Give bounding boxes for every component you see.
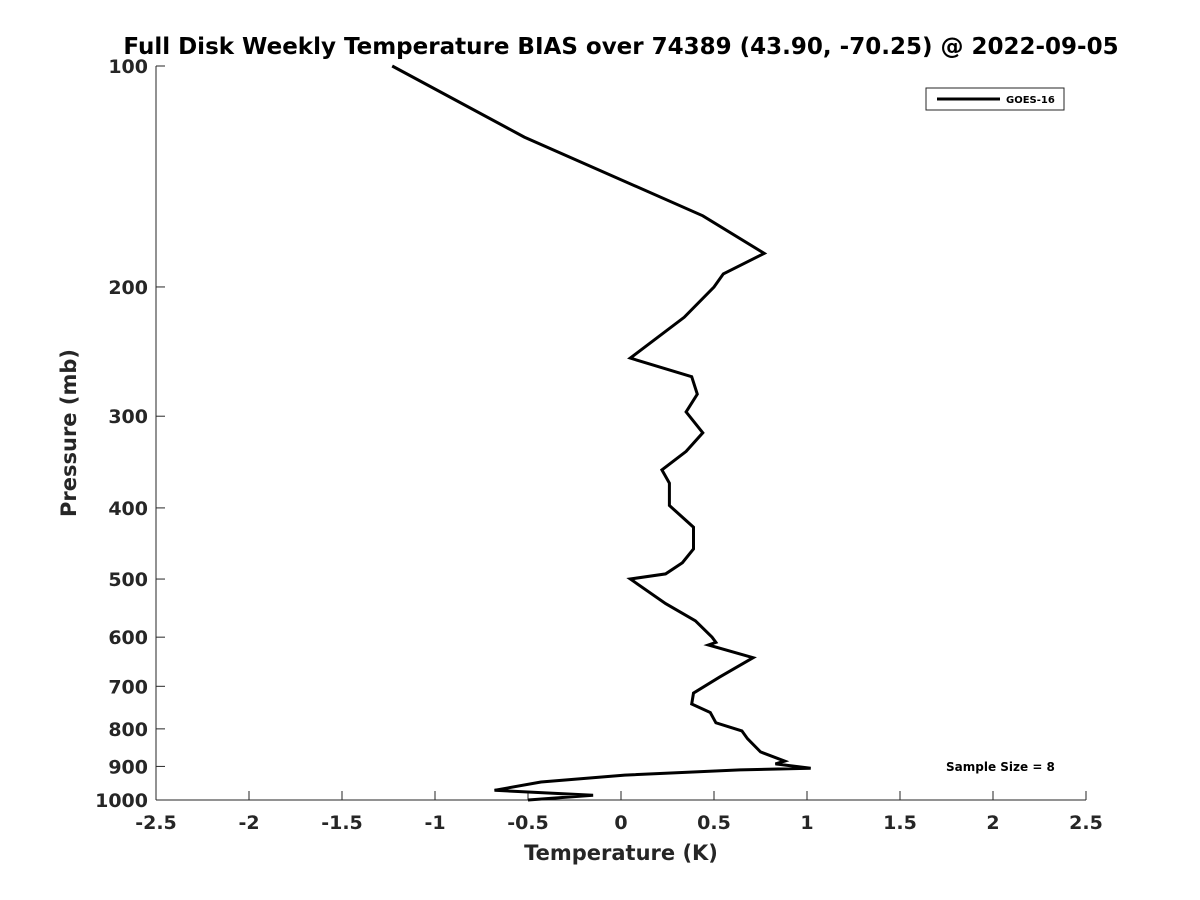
x-tick-label: 1.5 [883,812,917,834]
x-axis-label: Temperature (K) [524,841,718,865]
x-tick-label: -2.5 [135,812,177,834]
x-tick-label: 1 [800,812,813,834]
x-tick-label: 2 [986,812,999,834]
y-tick-label: 200 [108,277,148,299]
y-tick-label: 800 [108,719,148,741]
chart-title: Full Disk Weekly Temperature BIAS over 7… [123,34,1118,60]
y-tick-label: 500 [108,569,148,591]
y-tick-label: 1000 [95,790,148,812]
x-tick-label: 2.5 [1069,812,1103,834]
y-ticks: 100 200 300 400 500 600 700 800 900 1000 [95,56,165,812]
sample-size-annotation: Sample Size = 8 [946,760,1055,774]
x-tick-label: -0.5 [507,812,549,834]
y-tick-label: 300 [108,406,148,428]
series-line-goes16 [391,64,811,802]
x-tick-label: -1.5 [321,812,363,834]
x-tick-label: 0 [614,812,627,834]
legend-label: GOES-16 [1006,95,1055,106]
x-tick-label: -2 [238,812,259,834]
x-tick-label: 0.5 [697,812,731,834]
y-tick-label: 400 [108,498,148,520]
y-tick-label: 900 [108,756,148,778]
y-tick-label: 100 [108,56,148,78]
y-axis-label: Pressure (mb) [57,349,81,517]
x-ticks: -2.5 -2 -1.5 -1 -0.5 0 0.5 1 1.5 2 2.5 [135,791,1103,834]
x-tick-label: -1 [424,812,445,834]
y-tick-label: 700 [108,676,148,698]
y-tick-label: 600 [108,627,148,649]
legend: GOES-16 [925,87,1065,111]
